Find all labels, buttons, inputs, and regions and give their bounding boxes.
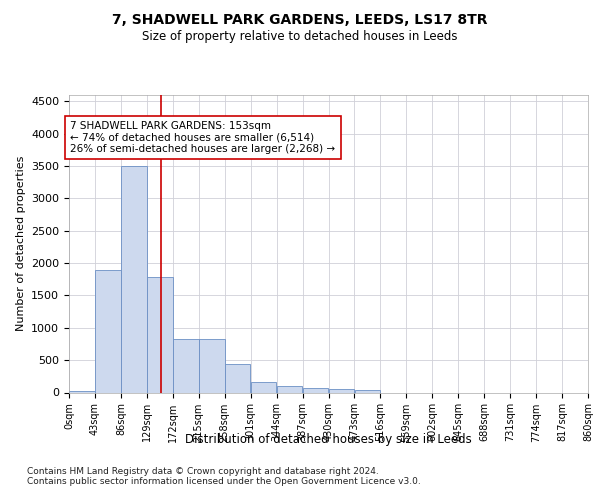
Text: Contains HM Land Registry data © Crown copyright and database right 2024.: Contains HM Land Registry data © Crown c… <box>27 468 379 476</box>
Bar <box>277 386 302 392</box>
Bar <box>225 364 250 392</box>
Bar <box>147 278 173 392</box>
Bar <box>199 339 224 392</box>
Bar <box>303 388 328 392</box>
Text: Size of property relative to detached houses in Leeds: Size of property relative to detached ho… <box>142 30 458 43</box>
Bar <box>355 390 380 392</box>
Text: Contains public sector information licensed under the Open Government Licence v3: Contains public sector information licen… <box>27 478 421 486</box>
Bar <box>121 166 146 392</box>
Text: 7 SHADWELL PARK GARDENS: 153sqm
← 74% of detached houses are smaller (6,514)
26%: 7 SHADWELL PARK GARDENS: 153sqm ← 74% of… <box>70 121 335 154</box>
Text: Distribution of detached houses by size in Leeds: Distribution of detached houses by size … <box>185 432 472 446</box>
Bar <box>69 391 95 392</box>
Bar <box>95 270 121 392</box>
Bar <box>251 382 277 392</box>
Text: 7, SHADWELL PARK GARDENS, LEEDS, LS17 8TR: 7, SHADWELL PARK GARDENS, LEEDS, LS17 8T… <box>112 12 488 26</box>
Y-axis label: Number of detached properties: Number of detached properties <box>16 156 26 332</box>
Bar <box>173 339 199 392</box>
Bar <box>329 388 354 392</box>
